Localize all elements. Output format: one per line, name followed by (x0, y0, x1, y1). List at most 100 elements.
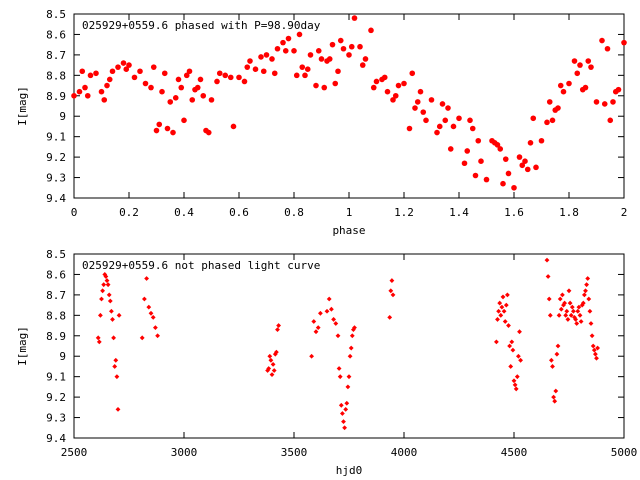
x-tick-label: 2 (621, 206, 628, 219)
data-point (337, 37, 344, 44)
x-tick-label: 2500 (61, 446, 88, 459)
data-point (527, 140, 534, 146)
data-point (395, 82, 402, 89)
data-point (514, 374, 520, 380)
data-point (392, 92, 399, 99)
data-point (103, 274, 109, 279)
data-point (116, 312, 122, 318)
data-point (197, 76, 204, 83)
data-point (517, 329, 522, 335)
data-point (106, 76, 113, 83)
data-point (155, 333, 160, 339)
data-point (326, 296, 332, 302)
x-tick-label: 1 (346, 206, 353, 219)
x-tick-label: 4500 (501, 446, 528, 459)
data-point (326, 56, 333, 62)
data-point (412, 105, 418, 111)
data-point (604, 45, 611, 52)
data-point (107, 298, 113, 304)
data-point (447, 146, 454, 152)
data-point (601, 101, 608, 107)
y-tick-label: 8.6 (46, 28, 66, 41)
data-point (150, 64, 157, 70)
data-point (388, 288, 394, 294)
data-point (387, 314, 393, 320)
data-point (291, 48, 297, 54)
data-point (423, 117, 429, 124)
data-point (311, 319, 317, 324)
data-point (263, 52, 270, 58)
data-point (269, 56, 275, 62)
data-point (131, 74, 138, 81)
data-point (170, 129, 176, 136)
x-tick-label: 0.2 (119, 206, 139, 219)
data-point (186, 68, 193, 75)
data-point (577, 312, 583, 318)
data-point (558, 306, 564, 312)
data-point (126, 62, 132, 68)
data-point (123, 66, 130, 72)
data-point (280, 39, 286, 46)
data-point (574, 321, 580, 326)
data-point (478, 158, 484, 164)
x-tick-label: 0.8 (284, 206, 304, 219)
data-point (469, 125, 476, 132)
plot-frame (73, 253, 625, 439)
data-point (574, 70, 581, 77)
unphased-light-curve-chart: 2500 3000 3500 4000 4500 5000 8.5 8.6 8.7 8.8 8.9 9… (16, 248, 637, 477)
data-point (148, 310, 154, 316)
data-point (329, 41, 336, 48)
data-point (511, 378, 517, 384)
x-tick-label: 3000 (171, 446, 198, 459)
data-point (585, 58, 592, 64)
data-point (390, 97, 396, 103)
data-point (621, 39, 627, 46)
data-point (309, 353, 314, 359)
data-point (518, 357, 523, 363)
data-point (285, 35, 292, 42)
y-tick-label: 8.9 (46, 90, 66, 103)
data-point (590, 343, 596, 349)
data-point (101, 282, 107, 288)
data-point (599, 37, 605, 44)
data-point (506, 323, 511, 328)
data-point (142, 80, 149, 87)
data-point (496, 308, 501, 314)
x-tick-label: 1.8 (559, 206, 579, 219)
data-point (216, 70, 223, 77)
data-point (315, 325, 321, 330)
data-point (389, 278, 395, 283)
data-point (293, 72, 300, 79)
data-point (230, 123, 237, 130)
data-point (299, 64, 306, 70)
data-point (566, 80, 572, 87)
data-point (183, 72, 190, 79)
data-point (567, 300, 573, 306)
data-point (115, 64, 121, 70)
data-point (99, 296, 104, 302)
data-point (104, 278, 110, 283)
y-tick-label: 9.2 (46, 151, 66, 164)
data-point (267, 353, 273, 359)
data-point (313, 329, 319, 335)
data-point (335, 333, 341, 339)
data-point (475, 137, 482, 144)
x-axis-label: phase (332, 224, 365, 237)
data-point (87, 72, 94, 79)
chart-title: 025929+0559.6 not phased light curve (82, 259, 320, 272)
x-tick-label: 1.2 (394, 206, 414, 219)
data-point (390, 292, 396, 298)
data-point (315, 48, 322, 54)
data-point (268, 357, 274, 363)
data-point (544, 119, 550, 126)
data-point (507, 343, 512, 349)
data-point (181, 117, 187, 124)
data-point (271, 70, 278, 77)
data-point (345, 384, 351, 390)
data-point (359, 62, 366, 68)
x-tick-label: 1.6 (504, 206, 524, 219)
data-point (370, 84, 377, 91)
data-point (571, 308, 576, 314)
data-point (554, 351, 560, 357)
data-point (472, 172, 479, 179)
